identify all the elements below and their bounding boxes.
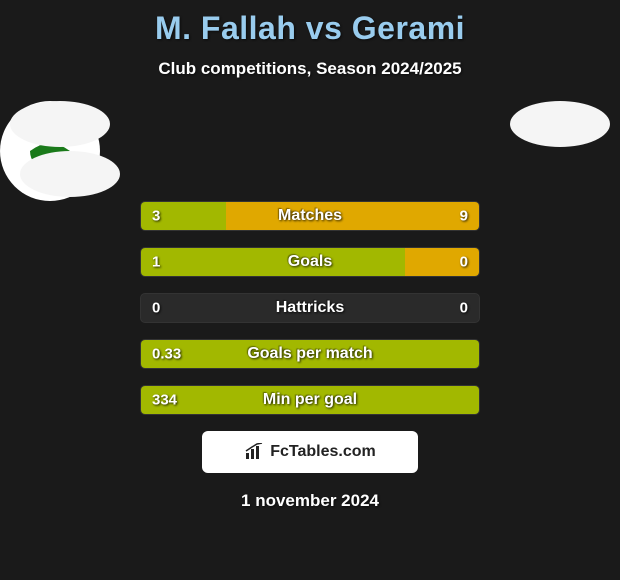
player1-badge-top (10, 101, 110, 147)
title-player2: Gerami (352, 10, 465, 46)
stat-row: Matches39 (140, 201, 480, 231)
subtitle: Club competitions, Season 2024/2025 (0, 59, 620, 79)
bar-track (140, 293, 480, 323)
player1-badge-bottom (20, 151, 120, 197)
title-vs: vs (306, 10, 352, 46)
bar-left (141, 202, 226, 230)
bar-left (141, 386, 479, 414)
chart-icon (244, 443, 266, 461)
stat-row: Goals10 (140, 247, 480, 277)
title-player1: M. Fallah (155, 10, 296, 46)
bar-right (405, 248, 479, 276)
bar-track (140, 339, 480, 369)
bar-track (140, 385, 480, 415)
stat-rows: Matches39 Goals10 Hattricks00 Goals per mat… (0, 201, 620, 415)
attribution-box[interactable]: FcTables.com (202, 431, 418, 473)
date-text: 1 november 2024 (0, 491, 620, 511)
stat-row: Goals per match0.33 (140, 339, 480, 369)
bar-left (141, 248, 405, 276)
stat-row: Hattricks00 (140, 293, 480, 323)
page-title: M. Fallah vs Gerami (0, 10, 620, 47)
bar-left (141, 340, 479, 368)
bar-track (140, 247, 480, 277)
bar-track (140, 201, 480, 231)
stat-row: Min per goal334 (140, 385, 480, 415)
attribution-text: FcTables.com (270, 443, 376, 461)
bar-right (226, 202, 480, 230)
comparison-infographic: M. Fallah vs Gerami Club competitions, S… (0, 0, 620, 511)
stats-area: ذوب آهن Matches39Goals10Hattricks00Goals… (0, 101, 620, 415)
player2-badge-top (510, 101, 610, 147)
